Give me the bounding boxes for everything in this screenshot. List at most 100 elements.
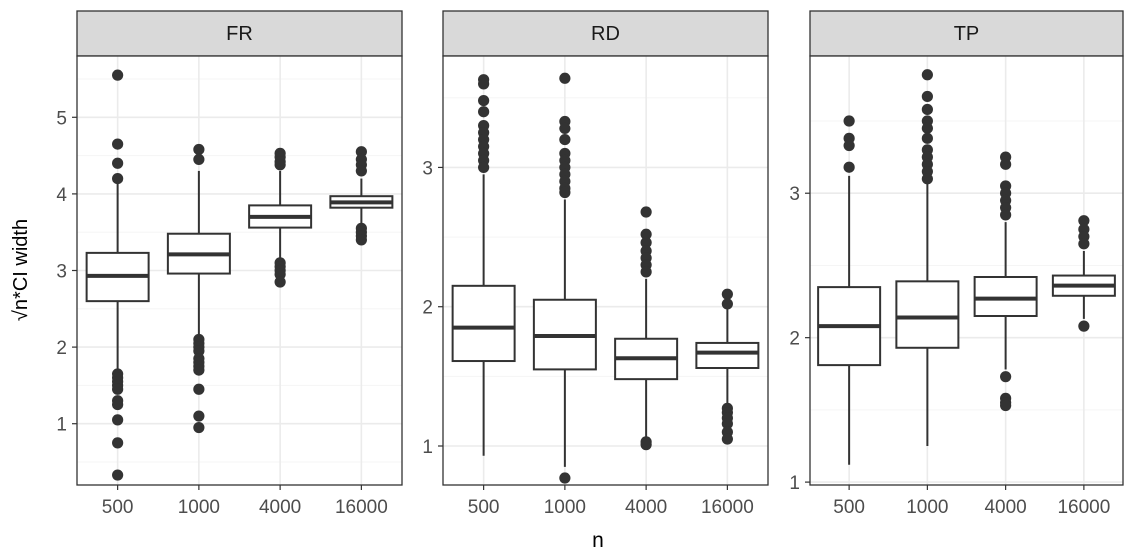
outlier-point xyxy=(274,268,286,280)
x-tick-label: 16000 xyxy=(1057,497,1110,518)
outlier-point xyxy=(1000,399,1012,412)
outlier-point xyxy=(112,138,124,150)
box-1000 xyxy=(166,143,231,434)
outlier-point xyxy=(193,421,205,434)
outlier-point xyxy=(355,146,367,158)
outlier-point xyxy=(1000,158,1012,170)
x-tick-label: 500 xyxy=(833,497,865,518)
outlier-point xyxy=(1000,371,1012,383)
outlier-point xyxy=(921,90,933,103)
outlier-point xyxy=(640,237,652,249)
outlier-point xyxy=(640,439,652,451)
outlier-point xyxy=(478,106,490,118)
outlier-point xyxy=(921,69,933,81)
box-iqr xyxy=(895,280,960,349)
outlier-point xyxy=(112,383,124,395)
facet-strip xyxy=(442,10,769,57)
box-iqr xyxy=(451,284,516,363)
box-500 xyxy=(85,69,150,481)
outlier-point xyxy=(193,153,205,166)
outlier-point xyxy=(355,165,367,177)
panels: FR 1 2 3 4 5 500 1000 4000 16000 RD 1 2 3 500 1000 4000 1… xyxy=(56,10,1124,518)
outlier-point xyxy=(193,345,205,357)
box-4000 xyxy=(614,206,679,451)
box-16000 xyxy=(329,146,394,246)
outlier-point xyxy=(559,472,571,484)
box-4000 xyxy=(248,147,313,288)
box-16000 xyxy=(695,288,760,445)
outlier-point xyxy=(843,139,855,152)
facet-strip-label: TP xyxy=(954,23,980,45)
y-tick-label: 1 xyxy=(422,437,433,458)
outlier-point xyxy=(274,159,286,171)
x-tick-label: 1000 xyxy=(178,497,220,518)
panel-tp: TP 1 2 3 500 1000 4000 16000 xyxy=(789,10,1124,518)
box-500 xyxy=(817,115,882,465)
outlier-point xyxy=(112,69,124,81)
outlier-point xyxy=(112,398,124,411)
x-tick-label: 1000 xyxy=(906,497,948,518)
outlier-point xyxy=(112,157,124,169)
panel-fr: FR 1 2 3 4 5 500 1000 4000 16000 xyxy=(56,10,403,518)
x-tick-label: 1000 xyxy=(544,497,586,518)
y-tick-label: 2 xyxy=(789,329,800,350)
outlier-point xyxy=(193,364,205,376)
outlier-point xyxy=(559,122,571,135)
outlier-point xyxy=(721,433,733,445)
y-tick-label: 3 xyxy=(56,262,67,283)
outlier-point xyxy=(721,418,733,430)
outlier-point xyxy=(1078,238,1090,250)
box-iqr xyxy=(973,276,1038,317)
plot-background xyxy=(810,56,1123,485)
panel-rd: RD 1 2 3 500 1000 4000 16000 xyxy=(422,10,769,518)
outlier-point xyxy=(843,161,855,173)
box-1000 xyxy=(532,72,597,484)
x-tick-label: 500 xyxy=(102,497,134,518)
box-16000 xyxy=(1051,215,1116,332)
outlier-point xyxy=(559,133,571,146)
outlier-point xyxy=(355,234,367,246)
y-axis-title-text: n*CI width xyxy=(10,219,32,310)
x-tick-label: 500 xyxy=(468,497,500,518)
y-tick-label: 1 xyxy=(56,415,67,436)
plot-background xyxy=(443,56,768,485)
outlier-point xyxy=(112,437,124,449)
outlier-point xyxy=(640,206,652,218)
facet-strip-label: RD xyxy=(591,23,620,45)
x-tick-label: 16000 xyxy=(701,497,754,518)
panel-frame xyxy=(76,55,403,486)
box-1000 xyxy=(895,69,960,446)
x-tick-label: 4000 xyxy=(625,497,667,518)
outlier-point xyxy=(921,173,933,185)
facet-strip-label: FR xyxy=(226,23,253,45)
x-tick-label: 4000 xyxy=(984,497,1026,518)
outlier-point xyxy=(193,143,205,156)
facet-strip xyxy=(809,10,1124,57)
outlier-point xyxy=(1078,215,1090,227)
box-iqr xyxy=(695,341,760,369)
x-tick-label: 16000 xyxy=(335,497,388,518)
outlier-point xyxy=(478,161,490,174)
outlier-point xyxy=(1078,320,1090,332)
y-axis-title: √n*CI width xyxy=(10,219,32,321)
y-tick-label: 4 xyxy=(56,185,67,206)
y-tick-label: 1 xyxy=(789,473,800,494)
y-tick-label: 2 xyxy=(56,338,67,359)
outlier-point xyxy=(193,383,205,395)
outlier-point xyxy=(640,228,652,240)
outlier-point xyxy=(193,410,205,422)
outlier-point xyxy=(721,298,733,310)
panel-frame xyxy=(442,55,769,486)
outlier-point xyxy=(112,172,124,185)
outlier-point xyxy=(921,132,933,144)
outlier-point xyxy=(843,115,855,127)
outlier-point xyxy=(112,469,124,481)
outlier-point xyxy=(921,122,933,134)
outlier-point xyxy=(640,266,652,278)
outlier-point xyxy=(921,103,933,116)
outlier-point xyxy=(478,78,490,90)
outlier-point xyxy=(721,288,733,300)
y-axis-title-sqrt: √ xyxy=(10,310,32,321)
y-tick-label: 3 xyxy=(789,184,800,205)
